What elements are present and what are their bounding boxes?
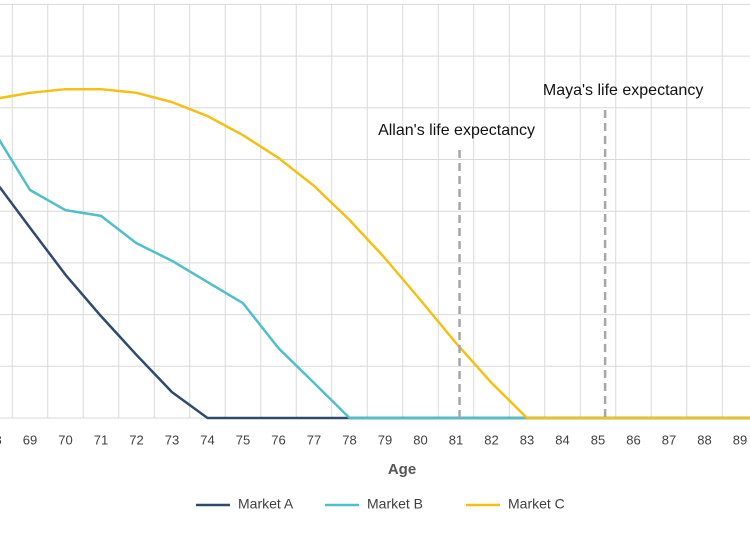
annotation-text: Maya's life expectancy bbox=[543, 82, 703, 99]
x-axis-title: Age bbox=[388, 461, 416, 478]
x-tick-label: 68 bbox=[0, 432, 2, 447]
legend-label: Market A bbox=[238, 496, 294, 512]
x-tick-label: 85 bbox=[591, 432, 605, 447]
x-tick-label: 73 bbox=[165, 432, 179, 447]
x-tick-label: 82 bbox=[484, 432, 498, 447]
x-tick-label: 76 bbox=[271, 432, 285, 447]
x-tick-label: 81 bbox=[449, 432, 463, 447]
series-line bbox=[0, 138, 750, 420]
x-tick-label: 79 bbox=[378, 432, 392, 447]
annotation-text: Allan's life expectancy bbox=[378, 122, 535, 139]
series-line bbox=[0, 87, 750, 420]
x-tick-label: 87 bbox=[662, 432, 676, 447]
x-tick-label: 86 bbox=[626, 432, 640, 447]
x-tick-label: 71 bbox=[94, 432, 108, 447]
legend-label: Market B bbox=[367, 496, 423, 512]
x-tick-label: 74 bbox=[200, 432, 214, 447]
x-tick-label: 84 bbox=[555, 432, 569, 447]
x-tick-label: 78 bbox=[342, 432, 356, 447]
x-tick-label: 75 bbox=[236, 432, 250, 447]
x-tick-label: 80 bbox=[413, 432, 427, 447]
x-tick-label: 70 bbox=[58, 432, 72, 447]
x-tick-label: 77 bbox=[307, 432, 321, 447]
x-tick-label: 89 bbox=[733, 432, 747, 447]
x-tick-label: 69 bbox=[23, 432, 37, 447]
x-tick-label: 83 bbox=[520, 432, 534, 447]
series-line bbox=[0, 185, 750, 420]
x-tick-label: 88 bbox=[697, 432, 711, 447]
legend-label: Market C bbox=[508, 496, 565, 512]
x-tick-label: 72 bbox=[129, 432, 143, 447]
